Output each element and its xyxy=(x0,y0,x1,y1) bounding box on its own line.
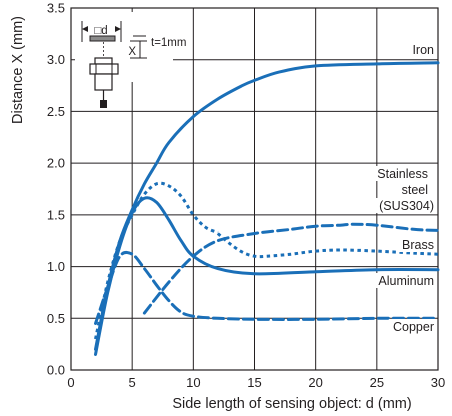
series-label-bg xyxy=(374,273,436,288)
x-tick-label-4: 20 xyxy=(308,375,322,390)
y-axis-label: Distance X (mm) xyxy=(10,16,26,124)
inset-d-label: □d xyxy=(94,25,107,37)
series-line-copper xyxy=(94,250,440,325)
series-label-bg xyxy=(374,198,436,213)
y-tick-label-5: 2.5 xyxy=(47,104,65,119)
plot-frame xyxy=(70,7,439,371)
x-tick-label-3: 15 xyxy=(247,375,261,390)
x-tick-label-5: 25 xyxy=(370,375,384,390)
series-label-bg xyxy=(390,182,430,197)
series-label-stainless-steel-sus304-2: (SUS304) xyxy=(379,199,434,213)
series-label-brass-0: Brass xyxy=(402,238,434,252)
series-labels: Iron Stainless steel (SUS304) Brass Aluminum C… xyxy=(361,42,436,334)
inset-arrow-left xyxy=(82,26,88,32)
y-tick-label-3: 1.5 xyxy=(47,207,65,222)
x-tick-label-2: 10 xyxy=(186,375,200,390)
inset-arrow-right xyxy=(115,26,121,32)
inset-sensor-face xyxy=(94,57,113,65)
y-tick-label-6: 3.0 xyxy=(47,52,65,67)
series-label-bg xyxy=(388,319,436,334)
inset-x-label: X xyxy=(128,46,136,58)
series-line-aluminum xyxy=(94,196,440,356)
y-tick-label-0: 0.0 xyxy=(47,363,65,378)
inset-thickness-label: t=1mm xyxy=(151,37,186,49)
x-tick-label-1: 5 xyxy=(129,375,136,390)
series-label-bg xyxy=(403,42,436,57)
inset-sensor-connector xyxy=(100,100,107,108)
series-label-stainless-steel-sus304-0: Stainless xyxy=(377,167,428,181)
series-layer xyxy=(94,61,440,356)
x-tick-label-6: 30 xyxy=(431,375,445,390)
series-label-aluminum-0: Aluminum xyxy=(378,274,434,288)
tick-labels: 0 5 10 15 20 25 30 0.0 0.5 1.0 1.5 2.0 2.5 3.0 3.5 xyxy=(47,1,445,391)
y-tick-label-1: 0.5 xyxy=(47,311,65,326)
inset-sensor-nut xyxy=(89,63,119,75)
series-label-copper-0: Copper xyxy=(393,320,434,334)
series-line-brass-dotted xyxy=(216,232,439,259)
series-label-bg xyxy=(396,237,436,252)
series-label-stainless-steel-sus304-1: steel xyxy=(402,183,428,197)
series-line-stainless-steel-sus304 xyxy=(94,181,219,340)
y-tick-label-4: 2.0 xyxy=(47,156,65,171)
series-label-bg xyxy=(361,166,430,181)
y-tick-label-2: 1.0 xyxy=(47,259,65,274)
y-tick-label-7: 3.5 xyxy=(47,1,65,16)
sensor-inset-diagram: □d t=1mm X xyxy=(75,12,186,108)
series-label-iron-0: Iron xyxy=(412,43,434,57)
x-tick-label-0: 0 xyxy=(67,375,74,390)
inset-target-plate xyxy=(89,35,116,42)
x-axis-label: Side length of sensing object: d (mm) xyxy=(172,396,411,412)
inset-sensor-body xyxy=(94,73,113,91)
